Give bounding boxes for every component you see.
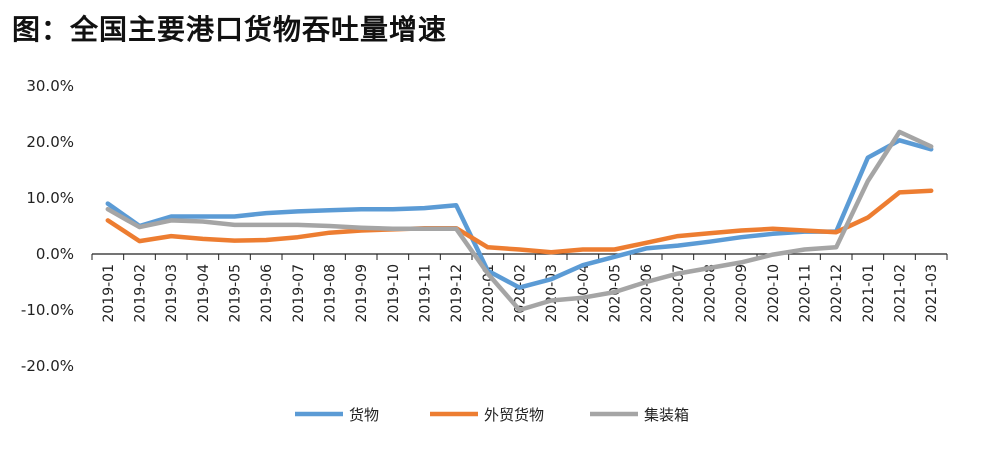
x-tick-label: 2021-02	[893, 264, 909, 323]
series-line	[105, 138, 934, 290]
x-tick-label: 2019-10	[386, 264, 402, 323]
x-tick-label: 2020-09	[734, 264, 750, 323]
x-tick-label: 2019-03	[164, 264, 180, 323]
legend-label: 外贸货物	[484, 406, 544, 424]
x-tick-label: 2019-07	[291, 264, 307, 323]
x-tick-label: 2019-01	[101, 264, 117, 323]
x-tick-label: 2019-02	[133, 264, 149, 323]
legend-label: 集装箱	[644, 406, 689, 424]
x-tick-label: 2020-03	[544, 264, 560, 323]
x-tick-label: 2019-09	[354, 264, 370, 323]
x-tick-label: 2020-11	[798, 264, 814, 323]
x-tick-label: 2020-02	[513, 264, 529, 323]
x-tick-label: 2020-04	[576, 264, 592, 323]
x-tick-label: 2019-11	[418, 264, 434, 323]
y-tick-label: 10.0%	[26, 189, 74, 207]
x-tick-label: 2019-04	[196, 264, 212, 323]
legend: 货物 外贸货物 集装箱	[295, 406, 689, 424]
x-tick-label: 2020-10	[766, 264, 782, 323]
x-tick-label: 2020-08	[703, 264, 719, 323]
x-tick-label: 2021-03	[924, 264, 940, 323]
y-tick-label: 20.0%	[26, 133, 74, 151]
y-tick-label: -10.0%	[21, 301, 74, 319]
chart-title: 图：全国主要港口货物吞吐量增速	[12, 13, 448, 46]
x-tick-label: 2020-12	[829, 264, 845, 323]
x-tick-label: 2019-05	[228, 264, 244, 323]
x-tick-label: 2021-01	[861, 264, 877, 323]
x-tick-label: 2020-06	[639, 264, 655, 323]
y-tick-label: -20.0%	[21, 357, 74, 375]
series-line	[105, 129, 934, 313]
y-tick-label: 30.0%	[26, 77, 74, 95]
x-tick-label: 2019-06	[259, 264, 275, 323]
legend-label: 货物	[349, 406, 379, 424]
x-tick-label: 2019-12	[449, 264, 465, 323]
series-line	[105, 188, 934, 255]
x-tick-label: 2020-07	[671, 264, 687, 323]
y-tick-label: 0.0%	[36, 245, 74, 263]
x-tick-label: 2019-08	[323, 264, 339, 323]
